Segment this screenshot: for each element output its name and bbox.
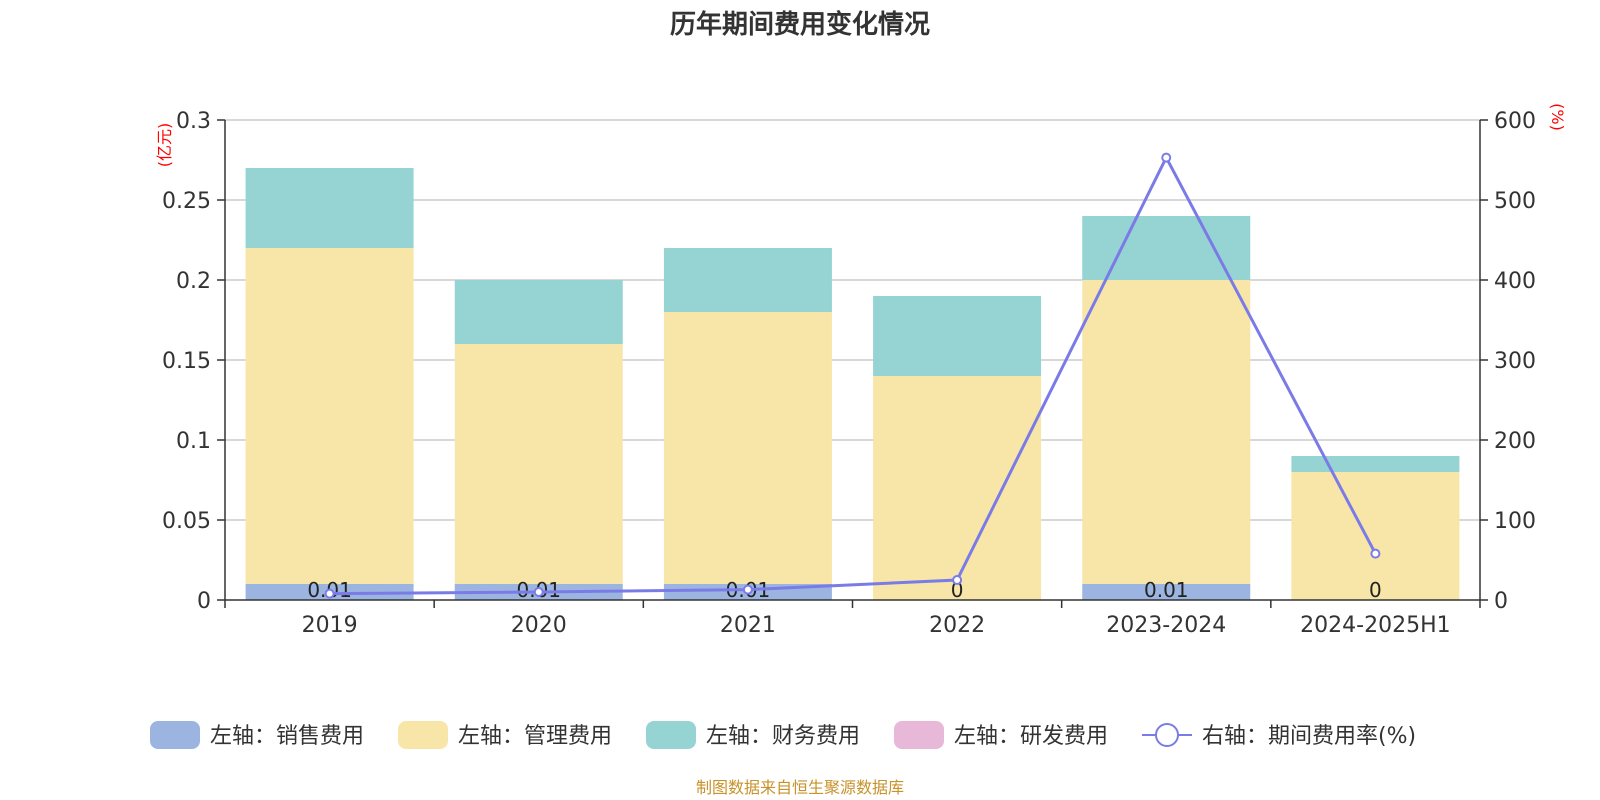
x-tick-label: 2020 — [511, 613, 567, 638]
right-tick-label: 600 — [1494, 109, 1536, 134]
rate-point — [952, 575, 963, 585]
legend-swatch — [398, 721, 448, 749]
rate-point — [324, 588, 335, 599]
left-tick-label: 0.1 — [176, 429, 211, 454]
rate-line — [324, 152, 1381, 599]
legend-swatch — [646, 721, 696, 749]
right-tick-label: 500 — [1494, 189, 1536, 214]
left-tick-label: 0.25 — [162, 189, 211, 214]
bar-segment — [1082, 584, 1251, 600]
rate-point — [742, 584, 753, 595]
left-tick-label: 0.3 — [176, 109, 211, 134]
bar-segment — [245, 168, 414, 248]
bar-segment — [454, 280, 623, 344]
left-tick-label: 0.15 — [162, 349, 211, 374]
legend-label: 左轴：财务费用 — [706, 724, 860, 749]
right-tick-label: 100 — [1494, 509, 1536, 534]
rate-line-path — [329, 154, 1377, 596]
x-tick-label: 2021 — [720, 613, 776, 638]
source-note: 制图数据来自恒生聚源数据库 — [696, 778, 904, 797]
x-tick-label: 2022 — [929, 613, 985, 638]
data-label: 0 — [951, 578, 964, 602]
bar-segment — [1291, 472, 1460, 600]
legend: 左轴：销售费用 左轴：管理费用 左轴：财务费用 左轴：研发费用 右轴：期间费用率(%) — [150, 721, 1416, 749]
right-tick-label: 200 — [1494, 429, 1536, 454]
legend-swatch — [150, 721, 200, 749]
bar-segment — [663, 312, 832, 584]
bar-segment — [663, 248, 832, 312]
legend-label: 左轴：管理费用 — [458, 724, 612, 749]
bar-segment — [245, 248, 414, 584]
bar-segment — [873, 296, 1042, 376]
legend-label: 左轴：销售费用 — [210, 724, 364, 749]
rate-point — [1370, 548, 1381, 559]
bar-segment — [1082, 280, 1251, 584]
axes: 0 0.05 0.1 0.15 0.2 0.25 0.3 0 100 200 300 400 500 60… — [162, 109, 1536, 638]
left-axis-unit: (亿元) — [155, 123, 174, 168]
data-label: 0.01 — [1144, 578, 1189, 602]
right-axis-unit: (%) — [1548, 103, 1567, 131]
x-tick-label: 2024-2025H1 — [1300, 613, 1450, 638]
legend-label: 右轴：期间费用率(%) — [1202, 724, 1416, 749]
bar-segment — [454, 344, 623, 584]
right-tick-label: 0 — [1494, 589, 1508, 614]
right-tick-label: 300 — [1494, 349, 1536, 374]
x-tick-label: 2019 — [302, 613, 358, 638]
gridlines — [225, 119, 1480, 521]
data-label: 0 — [1369, 578, 1382, 602]
x-tick-label: 2023-2024 — [1106, 613, 1226, 638]
rate-point — [533, 587, 544, 597]
legend-swatch — [894, 721, 944, 749]
left-tick-label: 0 — [197, 589, 211, 614]
bar-segment — [873, 376, 1042, 600]
chart-title: 历年期间费用变化情况 — [670, 9, 930, 40]
bar-segment — [1291, 456, 1460, 472]
right-tick-label: 400 — [1494, 269, 1536, 294]
legend-label: 左轴：研发费用 — [954, 724, 1108, 749]
left-tick-label: 0.05 — [162, 509, 211, 534]
left-tick-label: 0.2 — [176, 269, 211, 294]
rate-point — [1161, 152, 1172, 163]
legend-marker — [1155, 723, 1179, 747]
